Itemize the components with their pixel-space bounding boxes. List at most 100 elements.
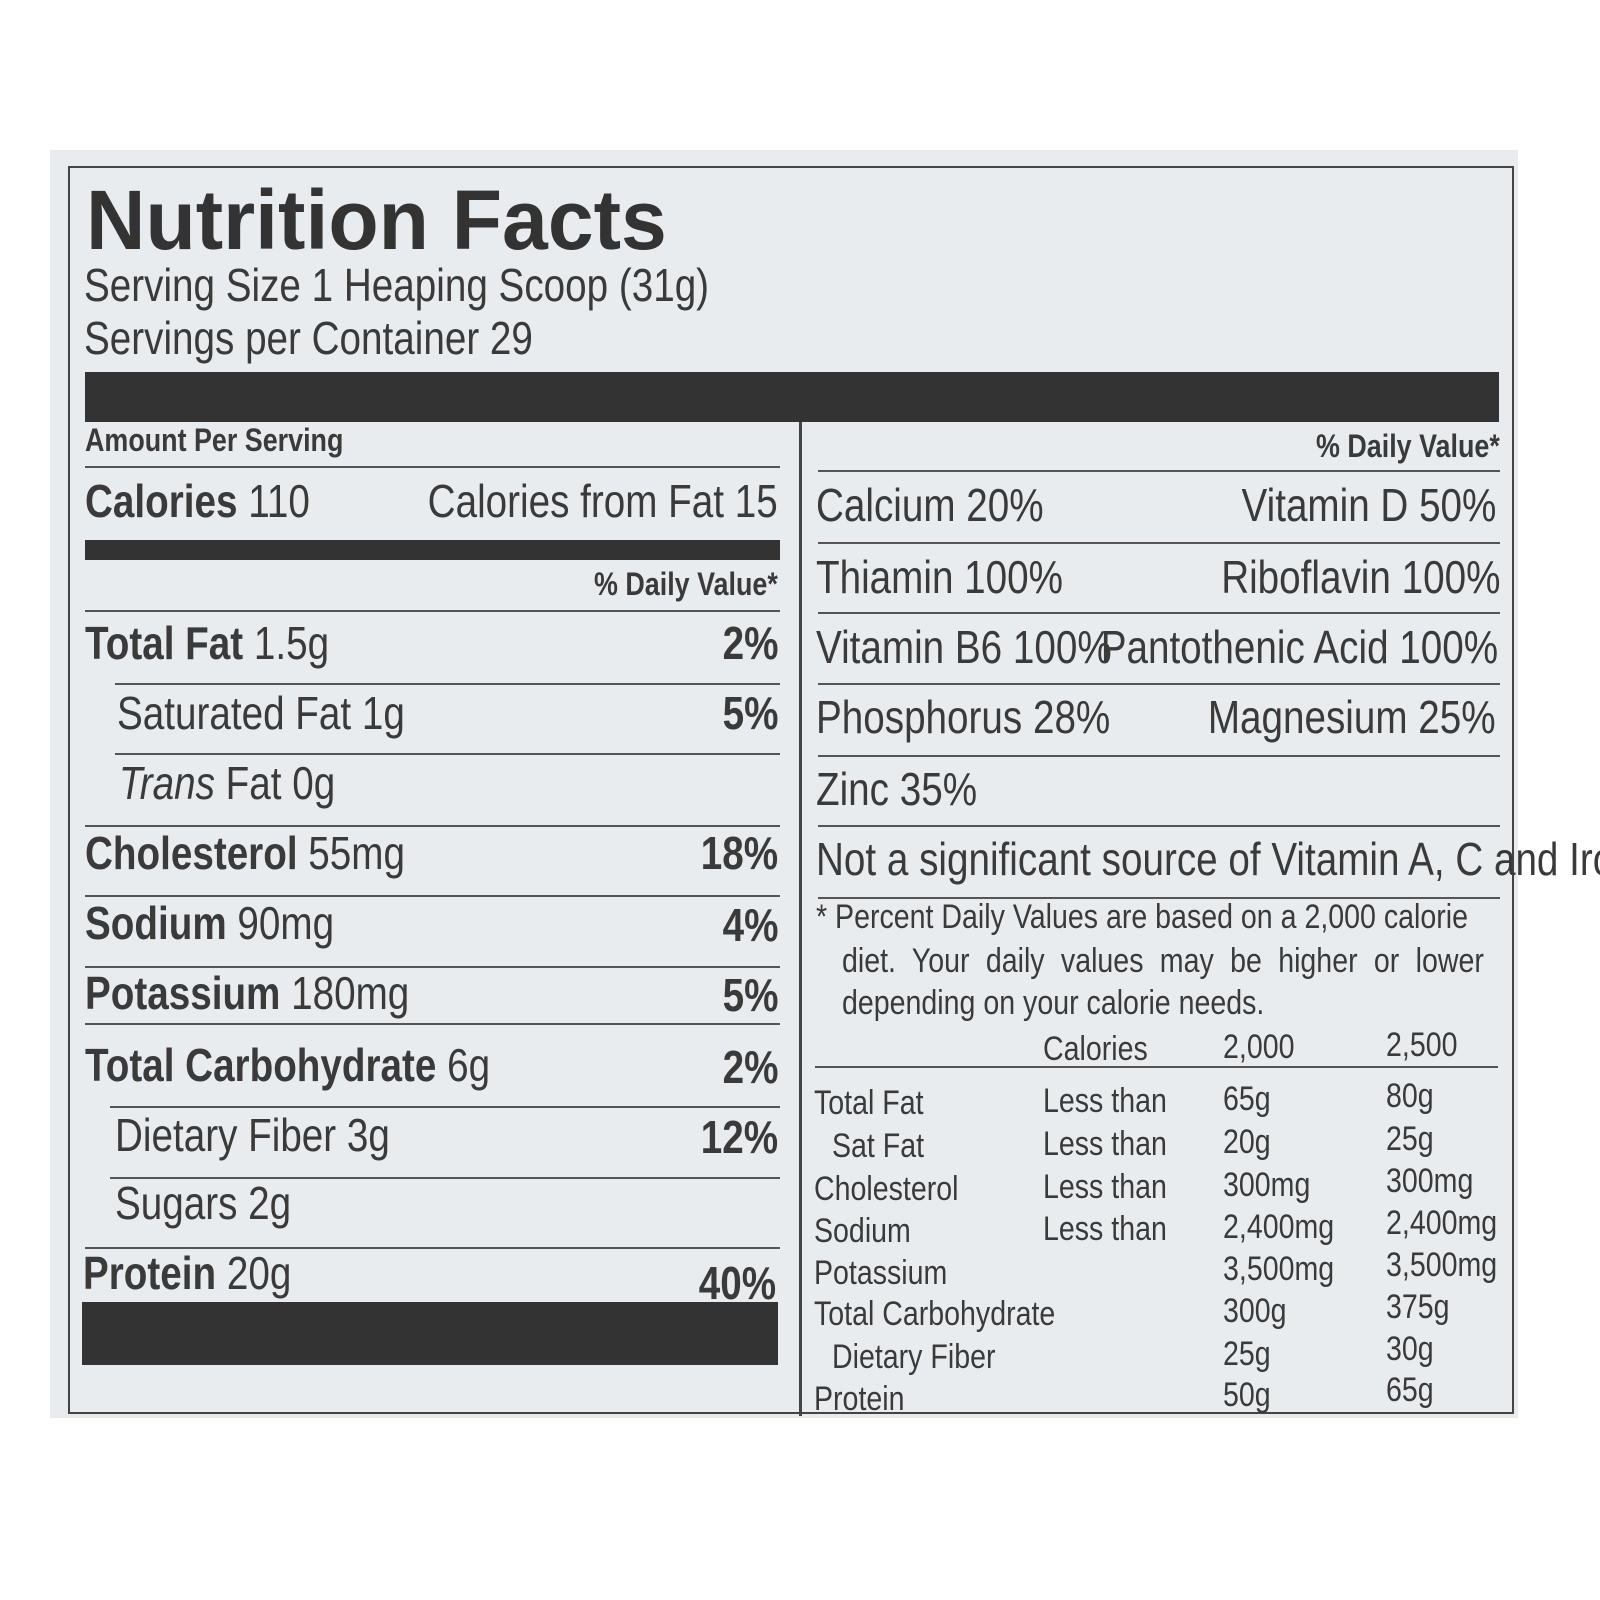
label-text: 25g (1223, 1335, 1271, 1373)
serving-size: Serving Size 1 Heaping Scoop (31g) (84, 259, 710, 311)
label-text: 2,400mg (1386, 1204, 1498, 1242)
label-text: 25g (1386, 1120, 1434, 1158)
nutrient-saturated-fat: Saturated Fat 1g (117, 687, 405, 739)
label-text: 65g (1223, 1080, 1271, 1118)
label-text: 50g (1223, 1376, 1271, 1414)
label-text: Potassium (85, 967, 281, 1019)
divider (85, 895, 780, 897)
label-text: Less than (1043, 1210, 1167, 1248)
label-text: 300g (1223, 1292, 1287, 1330)
label-text: Fat 0g (225, 757, 336, 809)
label-text: Potassium (814, 1254, 948, 1292)
vitamin-left: Phosphorus 28% (816, 691, 1111, 743)
vitamin-right: Vitamin D 50% (1241, 479, 1496, 531)
label-text: 375g (1386, 1288, 1450, 1326)
nutrient-total-carbohydrate: Total Carbohydrate 6g (85, 1042, 490, 1088)
divider (818, 612, 1500, 614)
dv-total-carbohydrate: 2% (722, 1041, 778, 1093)
vitamin-left: Vitamin B6 100% (816, 621, 1112, 673)
nutrient-sodium: Sodium 90mg (85, 900, 334, 946)
label-text: 2,400mg (1223, 1208, 1335, 1246)
top-thick-bar (85, 372, 1499, 422)
footnote-line: depending on your calorie needs. (842, 984, 1265, 1022)
dv-sodium: 4% (722, 899, 778, 951)
divider (85, 610, 780, 612)
divider (815, 1066, 1498, 1068)
label-text: Less than (1043, 1168, 1167, 1206)
dv-cholesterol: 18% (700, 827, 778, 879)
label-text: 300mg (1223, 1166, 1311, 1204)
label-text: 65g (1386, 1371, 1434, 1409)
dv-protein: 40% (698, 1257, 776, 1309)
label-text: 3,500mg (1223, 1250, 1335, 1288)
vitamin-left: Calcium 20% (816, 479, 1044, 531)
nutrient-dietary-fiber: Dietary Fiber 3g (115, 1109, 390, 1161)
left-dv-header: % Daily Value* (594, 566, 778, 602)
label-background (50, 150, 1518, 1418)
label-text: 80g (1386, 1077, 1434, 1115)
label-text: Total Carbohydrate (814, 1295, 1056, 1333)
label-text: Protein (83, 1247, 217, 1299)
vitamin-left: Zinc 35% (816, 763, 978, 815)
divider (115, 683, 780, 685)
label-frame (68, 166, 1514, 1414)
label-text: 6g (447, 1039, 491, 1091)
label-text: 300mg (1386, 1162, 1474, 1200)
calories-from-fat: Calories from Fat 15 (427, 475, 778, 527)
label-text: 20g (226, 1247, 292, 1299)
footnote-line: * Percent Daily Values are based on a 2,… (816, 898, 1468, 936)
label-text: Cholesterol (814, 1170, 959, 1208)
divider (818, 825, 1500, 827)
label-text: 180mg (291, 967, 410, 1019)
divider (110, 1177, 780, 1179)
divider (85, 966, 780, 968)
label-text: 30g (1386, 1330, 1434, 1368)
label-text: Sat Fat (832, 1127, 925, 1165)
divider (115, 753, 780, 755)
table-header: 2,500 (1386, 1026, 1458, 1064)
label-text: 90mg (237, 897, 335, 949)
column-divider (799, 422, 802, 1416)
nutrient-trans-fat: Trans Fat 0g (119, 760, 335, 806)
dv-potassium: 5% (722, 969, 778, 1021)
label-text: Total Carbohydrate (85, 1039, 437, 1091)
label-text: Cholesterol (85, 827, 298, 879)
vitamin-left: Thiamin 100% (816, 551, 1063, 603)
divider (85, 1023, 780, 1025)
dv-total-fat: 2% (722, 617, 778, 669)
footnote-line: diet. Your daily values may be higher or… (842, 942, 1484, 980)
vitamin-right: Magnesium 25% (1208, 691, 1496, 743)
divider (818, 897, 1500, 899)
calories: Calories 110 (85, 478, 310, 524)
label-text: Total Fat (85, 617, 244, 669)
label-text: 20g (1223, 1123, 1271, 1161)
divider (85, 825, 780, 827)
not-significant-note: Not a significant source of Vitamin A, C… (816, 833, 1600, 885)
label-text: Less than (1043, 1125, 1167, 1163)
label-text: Less than (1043, 1082, 1167, 1120)
label-text: Trans (119, 757, 215, 809)
label-text: Sodium (85, 897, 227, 949)
label-text: 3,500mg (1386, 1246, 1498, 1284)
right-dv-header: % Daily Value* (1316, 428, 1500, 464)
amount-per-serving: Amount Per Serving (85, 422, 344, 458)
calories-thick-bar (85, 540, 780, 560)
dv-saturated-fat: 5% (722, 687, 778, 739)
label-text: 1.5g (253, 617, 330, 669)
divider (85, 1247, 780, 1249)
divider (818, 542, 1500, 544)
divider (818, 755, 1500, 757)
label-text: Dietary Fiber (832, 1338, 996, 1376)
label-text: Sodium (814, 1212, 911, 1250)
dv-dietary-fiber: 12% (700, 1111, 778, 1163)
divider (110, 1106, 780, 1108)
table-header: 2,000 (1223, 1028, 1295, 1066)
nutrient-protein: Protein 20g (83, 1250, 291, 1296)
bottom-thick-bar (82, 1302, 778, 1365)
label-text: Total Fat (814, 1084, 924, 1122)
vitamin-right: Riboflavin 100% (1220, 551, 1500, 603)
divider (85, 466, 780, 468)
vitamin-right: Pantothenic Acid 100% (1100, 621, 1498, 673)
calories-label: Calories (85, 475, 238, 527)
nutrient-sugars: Sugars 2g (115, 1177, 292, 1229)
